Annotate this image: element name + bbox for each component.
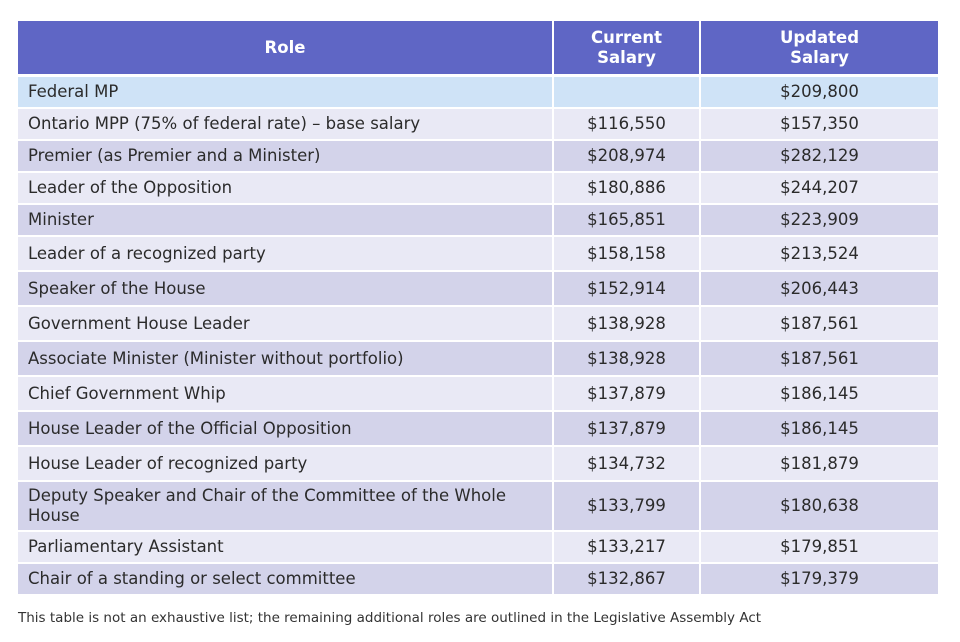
cell-updated-salary: $179,379	[700, 563, 938, 596]
cell-current-salary: $165,851	[553, 204, 701, 237]
table-row: Speaker of the House $152,914 $206,443	[18, 271, 938, 307]
table-row: Chief Government Whip $137,879 $186,145	[18, 376, 938, 412]
cell-updated-salary: $244,207	[700, 172, 938, 205]
cell-role: Federal MP	[18, 75, 554, 109]
table-row: House Leader of the Official Opposition $…	[18, 411, 938, 447]
cell-current-salary: $138,928	[553, 341, 701, 377]
cell-updated-salary: $187,561	[700, 306, 938, 342]
table-row: Chair of a standing or select committee $…	[18, 563, 938, 596]
cell-updated-salary: $282,129	[700, 140, 938, 173]
cell-updated-salary: $213,524	[700, 236, 938, 272]
cell-current-salary: $137,879	[553, 411, 701, 447]
cell-role: Deputy Speaker and Chair of the Committe…	[18, 481, 554, 532]
header-current-salary: Current Salary	[553, 21, 701, 77]
cell-updated-salary: $186,145	[700, 376, 938, 412]
cell-updated-salary: $186,145	[700, 411, 938, 447]
cell-current-salary: $132,867	[553, 563, 701, 596]
cell-updated-salary: $181,879	[700, 446, 938, 482]
salary-table-container: Role Current Salary Updated Salary Feder…	[18, 21, 938, 596]
cell-role: Ontario MPP (75% of federal rate) – base…	[18, 108, 554, 141]
cell-current-salary: $137,879	[553, 376, 701, 412]
table-header-row: Role Current Salary Updated Salary	[18, 21, 938, 77]
cell-current-salary	[553, 75, 701, 109]
cell-current-salary: $180,886	[553, 172, 701, 205]
table-row: Leader of a recognized party $158,158 $213…	[18, 236, 938, 272]
cell-updated-salary: $187,561	[700, 341, 938, 377]
cell-updated-salary: $157,350	[700, 108, 938, 141]
cell-role: Parliamentary Assistant	[18, 531, 554, 564]
table-body: Federal MP $209,800 Ontario MPP (75% of fe…	[18, 75, 938, 596]
header-role: Role	[18, 21, 554, 77]
cell-role: House Leader of the Official Opposition	[18, 411, 554, 447]
cell-current-salary: $138,928	[553, 306, 701, 342]
header-current-salary-label: Current Salary	[591, 27, 662, 67]
salary-table: Role Current Salary Updated Salary Feder…	[18, 21, 938, 596]
table-row: Deputy Speaker and Chair of the Committe…	[18, 481, 938, 532]
cell-role: Associate Minister (Minister without por…	[18, 341, 554, 377]
cell-current-salary: $208,974	[553, 140, 701, 173]
cell-current-salary: $133,799	[553, 481, 701, 532]
cell-updated-salary: $209,800	[700, 75, 938, 109]
cell-role: Government House Leader	[18, 306, 554, 342]
cell-role: Leader of a recognized party	[18, 236, 554, 272]
cell-role: Premier (as Premier and a Minister)	[18, 140, 554, 173]
table-row: Associate Minister (Minister without por…	[18, 341, 938, 377]
table-row: Premier (as Premier and a Minister) $208,…	[18, 140, 938, 173]
cell-role: Leader of the Opposition	[18, 172, 554, 205]
table-row: Government House Leader $138,928 $187,561	[18, 306, 938, 342]
cell-current-salary: $158,158	[553, 236, 701, 272]
cell-updated-salary: $223,909	[700, 204, 938, 237]
table-row: Parliamentary Assistant $133,217 $179,851	[18, 531, 938, 564]
table-row: Federal MP $209,800	[18, 75, 938, 109]
cell-updated-salary: $206,443	[700, 271, 938, 307]
table-row: Ontario MPP (75% of federal rate) – base…	[18, 108, 938, 141]
header-updated-salary-label: Updated Salary	[779, 27, 860, 67]
cell-role: Speaker of the House	[18, 271, 554, 307]
cell-role: House Leader of recognized party	[18, 446, 554, 482]
cell-current-salary: $133,217	[553, 531, 701, 564]
cell-role: Chair of a standing or select committee	[18, 563, 554, 596]
cell-current-salary: $134,732	[553, 446, 701, 482]
cell-current-salary: $152,914	[553, 271, 701, 307]
cell-updated-salary: $180,638	[700, 481, 938, 532]
cell-role: Chief Government Whip	[18, 376, 554, 412]
table-row: House Leader of recognized party $134,732…	[18, 446, 938, 482]
table-row: Minister $165,851 $223,909	[18, 204, 938, 237]
table-row: Leader of the Opposition $180,886 $244,207	[18, 172, 938, 205]
cell-updated-salary: $179,851	[700, 531, 938, 564]
header-updated-salary: Updated Salary	[700, 21, 938, 77]
cell-current-salary: $116,550	[553, 108, 701, 141]
table-footnote: This table is not an exhaustive list; th…	[18, 610, 762, 626]
cell-role: Minister	[18, 204, 554, 237]
